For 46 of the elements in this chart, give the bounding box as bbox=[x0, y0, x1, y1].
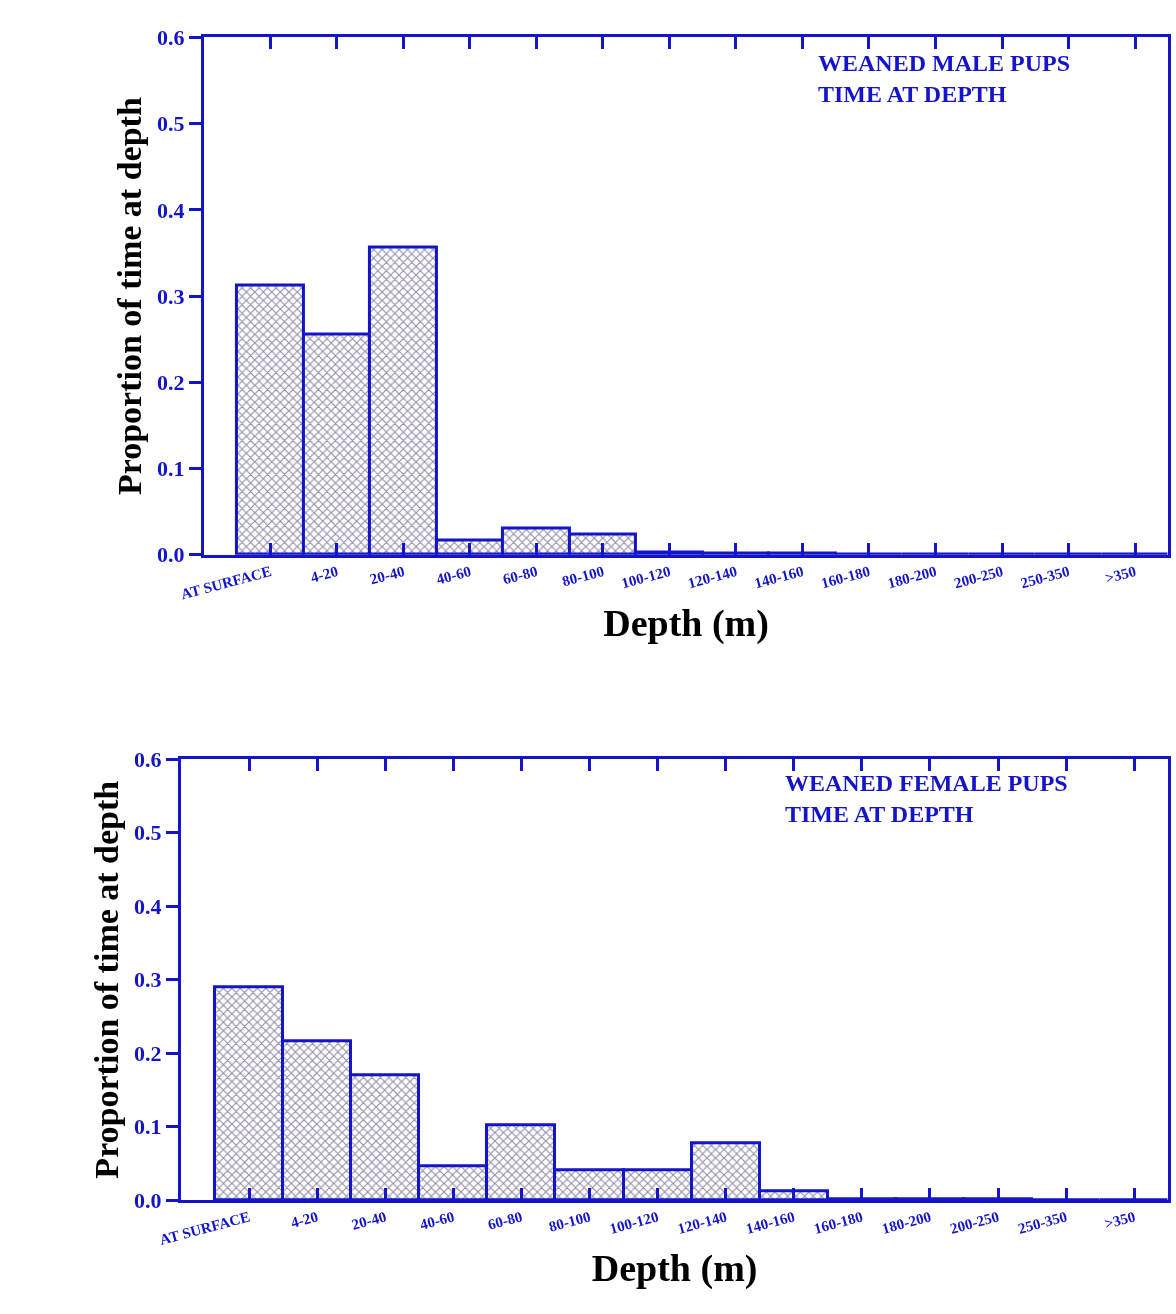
x-tick-label: 100-120 bbox=[607, 1208, 661, 1237]
y-axis-title: Proportion of time at depth bbox=[87, 780, 125, 1179]
x-tick-label: 180-200 bbox=[880, 1208, 933, 1237]
y-tick-label: 0.4 bbox=[157, 197, 185, 223]
x-tick-label: 80-100 bbox=[560, 562, 606, 590]
x-tick-label: 120-140 bbox=[686, 562, 739, 592]
x-axis-title: Depth (m) bbox=[603, 601, 769, 645]
x-tick-label: 60-80 bbox=[501, 562, 540, 588]
x-tick-label: 4-20 bbox=[308, 562, 340, 586]
y-tick-label: 0.0 bbox=[134, 1187, 162, 1213]
x-tick-label: 160-180 bbox=[819, 562, 872, 592]
y-tick-label: 0.2 bbox=[157, 370, 185, 396]
y-tick-label: 0.2 bbox=[134, 1040, 162, 1066]
x-tick-label: 200-250 bbox=[948, 1208, 1001, 1237]
x-tick-label: 200-250 bbox=[952, 562, 1005, 592]
x-tick-label: >350 bbox=[1102, 1208, 1137, 1232]
y-tick-label: 0.3 bbox=[157, 283, 185, 309]
x-tick-label: 60-80 bbox=[486, 1208, 525, 1233]
y-tick-label: 0.5 bbox=[157, 111, 185, 137]
x-tick-label: 250-350 bbox=[1018, 562, 1072, 592]
y-tick-label: 0.1 bbox=[134, 1114, 162, 1140]
x-tick-label: 140-160 bbox=[744, 1208, 797, 1237]
x-tick-label: 140-160 bbox=[752, 562, 806, 592]
y-tick-label: 0.5 bbox=[134, 820, 162, 846]
y-tick-label: 0.0 bbox=[157, 542, 185, 568]
x-tick-label: 20-40 bbox=[368, 562, 407, 588]
x-tick-label: 250-350 bbox=[1016, 1208, 1069, 1237]
x-tick-label: 40-60 bbox=[418, 1208, 457, 1233]
y-tick-label: 0.3 bbox=[134, 967, 162, 993]
x-tick-label: 100-120 bbox=[619, 562, 673, 592]
x-tick-label: 4-20 bbox=[289, 1208, 320, 1231]
x-tick-label: 20-40 bbox=[350, 1208, 388, 1233]
x-tick-label: 80-100 bbox=[547, 1208, 593, 1235]
annotation: WEANED FEMALE PUPS TIME AT DEPTH bbox=[785, 770, 1068, 828]
y-tick-label: 0.6 bbox=[134, 746, 162, 772]
x-tick-label: 180-200 bbox=[885, 562, 939, 592]
x-tick-label: 160-180 bbox=[812, 1208, 865, 1237]
y-tick-label: 0.6 bbox=[157, 25, 185, 51]
x-tick-label: 120-140 bbox=[675, 1208, 729, 1237]
y-tick-label: 0.4 bbox=[134, 893, 162, 919]
x-tick-label: 40-60 bbox=[434, 562, 473, 588]
y-tick-label: 0.1 bbox=[157, 456, 185, 482]
x-axis-title: Depth (m) bbox=[591, 1247, 758, 1291]
y-axis-title: Proportion of time at depth bbox=[110, 97, 148, 496]
annotation: WEANED MALE PUPS TIME AT DEPTH bbox=[818, 50, 1071, 108]
x-tick-label: >350 bbox=[1103, 562, 1138, 587]
